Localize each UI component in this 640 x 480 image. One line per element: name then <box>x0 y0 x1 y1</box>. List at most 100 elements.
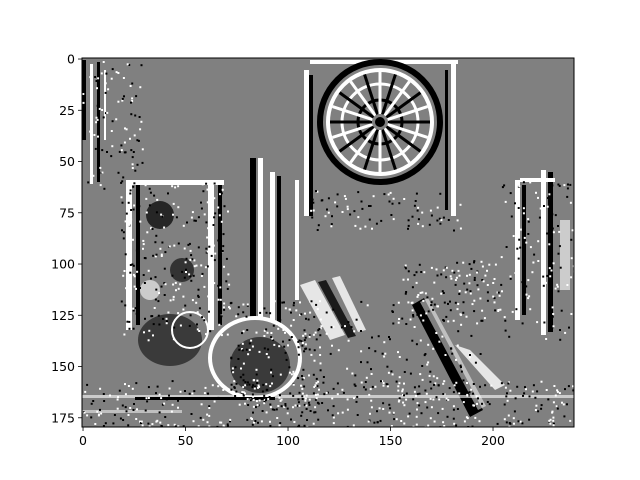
pixel-speck <box>517 257 520 260</box>
pixel-speck <box>453 384 456 387</box>
pixel-speck <box>172 283 175 286</box>
pixel-speck <box>96 118 99 121</box>
pixel-speck <box>370 399 373 402</box>
pixel-speck <box>121 99 124 102</box>
pixel-speck <box>466 417 469 420</box>
pixel-speck <box>138 205 141 208</box>
pixel-speck <box>373 421 376 424</box>
pixel-speck <box>125 287 128 290</box>
pixel-speck <box>155 253 158 256</box>
pixel-speck <box>98 413 100 416</box>
x-tick-label: 100 <box>276 433 300 448</box>
pixel-speck <box>336 393 339 396</box>
pixel-speck <box>101 149 104 152</box>
pixel-speck <box>349 213 352 216</box>
pixel-speck <box>551 326 554 329</box>
pixel-speck <box>409 318 412 321</box>
pixel-speck <box>405 398 408 401</box>
pixel-speck <box>464 291 467 294</box>
pixel-speck <box>341 211 344 213</box>
pixel-speck <box>217 206 220 209</box>
pixel-speck <box>462 311 465 314</box>
pixel-speck <box>346 367 349 370</box>
pixel-speck <box>472 392 474 395</box>
pixel-speck <box>174 281 177 284</box>
pixel-speck <box>436 274 439 277</box>
pixel-speck <box>421 211 424 214</box>
pixel-speck <box>245 348 248 351</box>
pixel-speck <box>346 425 349 427</box>
pixel-speck <box>271 382 273 385</box>
pixel-speck <box>304 332 307 335</box>
pixel-speck <box>110 155 113 158</box>
pixel-speck <box>120 181 123 184</box>
pixel-speck <box>90 402 93 405</box>
pixel-speck <box>514 397 517 400</box>
pixel-speck <box>163 282 166 285</box>
pixel-speck <box>160 285 163 288</box>
pixel-speck <box>185 271 187 273</box>
pixel-speck <box>378 407 381 410</box>
pixel-speck <box>246 316 249 319</box>
pixel-speck <box>266 331 269 334</box>
frame-edge <box>520 178 555 182</box>
pixel-speck <box>130 149 133 152</box>
pixel-speck <box>263 329 266 332</box>
frame-edge <box>136 185 140 325</box>
pixel-speck <box>407 219 410 222</box>
pixel-speck <box>546 205 549 208</box>
pixel-speck <box>528 295 531 298</box>
pixel-speck <box>145 211 148 214</box>
pixel-speck <box>558 230 561 233</box>
pixel-speck <box>112 422 115 425</box>
pixel-speck <box>388 403 391 406</box>
pixel-speck <box>456 308 459 311</box>
pixel-speck <box>423 354 426 357</box>
pixel-speck <box>566 195 569 198</box>
pixel-speck <box>140 420 143 423</box>
pixel-speck <box>188 392 191 395</box>
pixel-speck <box>317 329 320 332</box>
pixel-speck <box>376 421 379 424</box>
pixel-speck <box>153 307 156 309</box>
pixel-speck <box>125 212 128 215</box>
pixel-speck <box>286 412 289 415</box>
pixel-speck <box>316 190 319 193</box>
pixel-speck <box>107 88 110 91</box>
pixel-speck <box>392 197 395 200</box>
pixel-speck <box>387 193 390 196</box>
pixel-speck <box>442 382 445 385</box>
pixel-speck <box>220 315 223 318</box>
pixel-speck <box>172 298 175 301</box>
pixel-speck <box>127 414 130 416</box>
pixel-speck <box>369 388 372 391</box>
pixel-speck <box>165 317 168 320</box>
pixel-speck <box>431 297 434 300</box>
pixel-speck <box>293 301 295 304</box>
pixel-speck <box>497 310 500 312</box>
pixel-speck <box>207 295 210 298</box>
pixel-speck <box>187 243 190 246</box>
pixel-speck <box>279 399 282 402</box>
pixel-speck <box>133 182 136 185</box>
pixel-speck <box>330 326 333 329</box>
pixel-speck <box>297 353 300 356</box>
pixel-speck <box>360 200 363 203</box>
pixel-speck <box>432 398 435 401</box>
pixel-speck <box>177 185 180 188</box>
pixel-speck <box>144 317 146 320</box>
pixel-speck <box>346 208 349 211</box>
pixel-speck <box>228 306 230 309</box>
pixel-speck <box>213 400 216 403</box>
pixel-speck <box>288 366 291 369</box>
pixel-speck <box>171 403 174 406</box>
pixel-speck <box>413 326 416 328</box>
pixel-speck <box>181 270 184 273</box>
pixel-speck <box>238 348 241 351</box>
pixel-speck <box>528 418 531 421</box>
pixel-speck <box>128 64 131 66</box>
pixel-speck <box>503 316 506 319</box>
pixel-speck <box>317 380 320 383</box>
pixel-speck <box>175 289 177 292</box>
pixel-speck <box>122 77 125 79</box>
